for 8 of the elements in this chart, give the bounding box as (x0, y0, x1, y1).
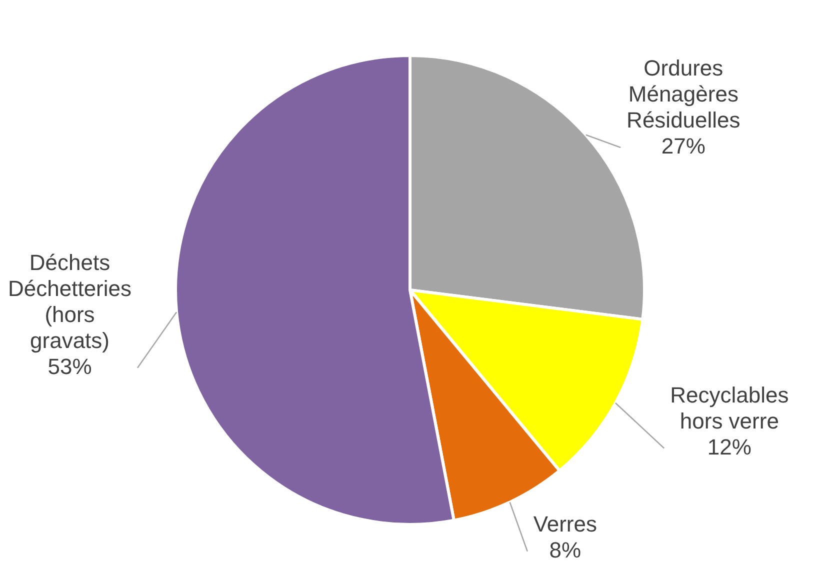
data-label: 12% (707, 434, 752, 460)
data-label: 8% (549, 537, 582, 562)
data-label: 53% (48, 354, 92, 379)
slice-label: Recyclables hors verre (670, 382, 789, 434)
data-label: 27% (661, 134, 706, 159)
slice-label: Déchets Déchetteries (hors gravats) (8, 250, 132, 353)
slice-label: Ordures Ménagères Résiduelles (626, 56, 740, 133)
slice-label: Verres (533, 511, 597, 536)
